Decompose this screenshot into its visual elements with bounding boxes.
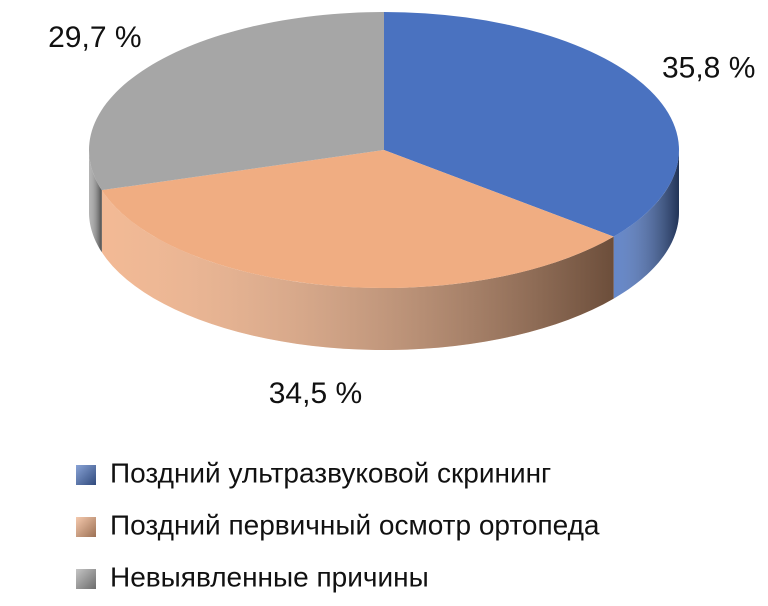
legend-label: Невыявленные причины [110,561,429,592]
legend-label: Поздний первичный осмотр ортопеда [110,509,600,540]
legend-swatch-shade [76,465,96,485]
data-label: 29,7 % [48,21,141,54]
slice-side-shade [101,190,614,350]
slice [101,150,614,288]
data-label: 34,5 % [269,377,362,410]
slice [88,12,384,191]
legend-label: Поздний ультразвуковой скрининг [110,457,551,488]
slice-side-shade [613,150,679,299]
data-label: 35,8 % [662,52,755,85]
slice-side-shade [89,150,102,253]
legend-swatch-shade [76,517,96,537]
slice [384,12,679,237]
legend-swatch-shade [76,569,96,589]
